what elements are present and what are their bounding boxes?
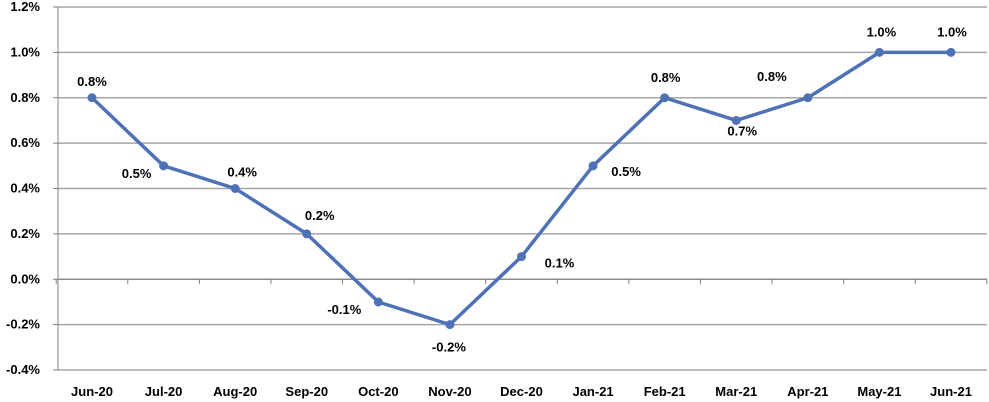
- y-axis-ticks: 1.2% 1.0% 0.8% 0.6% 0.4% 0.2% 0.0% -0.2% -0.4%: [6, 0, 58, 377]
- data-point: [660, 93, 670, 103]
- y-tick-label: 0.4%: [10, 181, 40, 196]
- x-tick-label: Feb-21: [644, 384, 686, 399]
- y-tick-label: 0.6%: [10, 135, 40, 150]
- x-tick-label: Jan-21: [572, 384, 613, 399]
- x-tick-label: Jun-21: [930, 384, 972, 399]
- y-tick-label: 1.2%: [10, 0, 40, 14]
- x-tick-label: Aug-20: [213, 384, 257, 399]
- data-label: 0.2%: [305, 208, 335, 223]
- data-label: 1.0%: [867, 24, 897, 39]
- data-point: [87, 93, 97, 103]
- y-tick-label: 1.0%: [10, 44, 40, 59]
- x-tick-label: May-21: [857, 384, 901, 399]
- data-point: [946, 47, 956, 57]
- data-label: 1.0%: [937, 24, 967, 39]
- data-label: -0.1%: [327, 302, 361, 317]
- x-tick-label: Nov-20: [428, 384, 471, 399]
- data-label: 0.5%: [611, 164, 641, 179]
- data-point: [230, 184, 240, 193]
- data-point: [159, 161, 169, 171]
- x-tick-label: Mar-21: [715, 384, 757, 399]
- x-tick-label: Oct-20: [358, 384, 398, 399]
- x-tick-label: Dec-20: [500, 384, 543, 399]
- y-tick-label: 0.0%: [10, 271, 40, 286]
- data-label: 0.1%: [545, 256, 575, 271]
- data-label: 0.7%: [727, 123, 757, 138]
- data-point: [803, 93, 813, 103]
- y-tick-label: -0.4%: [6, 362, 40, 377]
- data-label: 0.5%: [122, 166, 152, 181]
- data-label: 0.4%: [227, 165, 257, 180]
- y-tick-label: 0.2%: [10, 226, 40, 241]
- data-label: 0.8%: [757, 69, 787, 84]
- data-point: [874, 47, 884, 57]
- x-tick-label: Jun-20: [71, 384, 113, 399]
- data-points: [87, 47, 956, 330]
- x-axis-ticks: Jun-20 Jul-20 Aug-20 Sep-20 Oct-20 Nov-20 Dec-…: [55, 279, 988, 399]
- y-tick-label: -0.2%: [6, 317, 40, 332]
- x-tick-label: Apr-21: [787, 384, 828, 399]
- x-tick-label: Jul-20: [145, 384, 183, 399]
- data-label: -0.2%: [432, 340, 466, 355]
- data-point: [445, 320, 455, 330]
- data-point: [588, 161, 598, 171]
- data-label: 0.8%: [77, 74, 107, 89]
- x-tick-label: Sep-20: [285, 384, 328, 399]
- gridlines: [58, 6, 987, 371]
- data-label: 0.8%: [651, 70, 681, 85]
- data-point: [373, 297, 383, 307]
- data-labels: 0.8% 0.5% 0.4% 0.2% -0.1% -0.2% 0.1% 0.5% 0.8% 0.…: [77, 24, 967, 354]
- data-point: [302, 229, 312, 239]
- data-point: [731, 115, 741, 125]
- data-point: [517, 252, 526, 262]
- y-tick-label: 0.8%: [10, 90, 40, 105]
